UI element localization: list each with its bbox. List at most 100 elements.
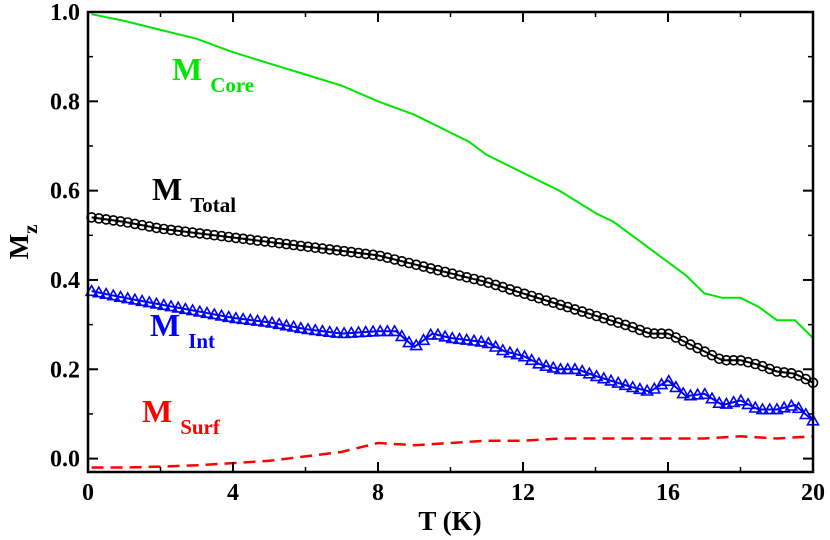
data-point (546, 360, 561, 373)
data-point (156, 297, 171, 311)
data-point (236, 312, 250, 325)
data-point (755, 402, 770, 415)
series-total (86, 212, 819, 389)
data-point (683, 388, 698, 401)
data-point (481, 336, 496, 349)
y-tick-label: 0.6 (50, 179, 80, 205)
data-point (237, 233, 249, 245)
label-core-main: M (172, 51, 202, 87)
data-point (209, 229, 220, 241)
series-core (91, 13, 814, 339)
data-point (612, 317, 624, 329)
data-point (735, 355, 747, 366)
series-labels-layer: M Core M Total M Int M Surf (142, 51, 254, 439)
ticks-layer (87, 11, 814, 472)
data-point (526, 290, 538, 302)
data-point (331, 245, 343, 256)
data-point (301, 322, 315, 335)
data-point (144, 221, 155, 232)
data-point (309, 242, 321, 253)
svg-text:Mz: Mz (4, 225, 42, 260)
data-point (108, 215, 119, 226)
data-point (791, 401, 806, 414)
data-point (562, 301, 574, 313)
label-core-sub: Core (210, 73, 254, 97)
label-surf-main: M (142, 393, 172, 429)
data-point (511, 286, 523, 297)
y-tick-label: 0.0 (50, 447, 80, 473)
data-point (676, 386, 691, 399)
data-point (517, 349, 532, 362)
x-axis-title: T (K) (418, 506, 481, 536)
data-point (106, 288, 121, 301)
data-point (605, 315, 617, 326)
data-point (778, 367, 790, 378)
data-point (387, 324, 402, 337)
data-point (584, 308, 595, 320)
data-point (252, 235, 263, 246)
data-point (749, 358, 761, 370)
data-point (786, 367, 797, 379)
data-point (519, 288, 530, 300)
data-point (764, 363, 776, 375)
data-point (136, 219, 148, 231)
data-point (771, 366, 783, 377)
data-point (604, 373, 618, 386)
data-point (187, 227, 198, 238)
data-point (445, 331, 460, 344)
x-tick-label: 0 (82, 480, 94, 506)
data-point (273, 237, 285, 249)
data-point (721, 354, 732, 366)
data-point (483, 277, 494, 289)
data-point (99, 286, 113, 300)
data-point (135, 293, 149, 307)
data-point (358, 324, 373, 338)
data-point (438, 329, 452, 342)
data-point (322, 324, 337, 338)
data-point (540, 295, 552, 306)
data-point (171, 300, 186, 313)
data-point (308, 323, 323, 336)
data-point (149, 296, 164, 309)
data-point (712, 395, 727, 409)
data-point (324, 244, 336, 255)
data-point (555, 299, 566, 311)
data-point (425, 263, 437, 274)
data-point (728, 354, 739, 366)
data-point (281, 238, 292, 250)
data-point (360, 248, 372, 260)
data-point (192, 304, 207, 317)
data-point (366, 324, 380, 337)
data-point (742, 356, 754, 368)
data-point (504, 284, 516, 295)
series-core-line (91, 13, 814, 339)
data-point (539, 358, 553, 372)
data-point (532, 356, 546, 369)
data-point (452, 331, 467, 345)
data-point (353, 247, 364, 259)
label-total-main: M (152, 171, 182, 207)
data-point (302, 241, 314, 253)
data-point (164, 299, 178, 312)
data-point (598, 312, 610, 324)
data-point (618, 378, 633, 391)
data-point (115, 216, 126, 227)
data-point (475, 275, 487, 287)
data-point (337, 326, 351, 339)
data-point (757, 360, 768, 372)
data-point (648, 328, 660, 339)
data-point (230, 232, 242, 244)
data-point (93, 213, 105, 224)
data-point (446, 268, 458, 280)
data-point (641, 327, 653, 338)
data-point (611, 375, 626, 388)
data-point (338, 245, 350, 257)
data-point (748, 400, 763, 413)
data-point (344, 325, 359, 338)
data-point (510, 347, 525, 360)
data-point (734, 393, 748, 406)
data-point (229, 311, 243, 324)
data-point (488, 339, 503, 352)
data-point (656, 328, 667, 339)
